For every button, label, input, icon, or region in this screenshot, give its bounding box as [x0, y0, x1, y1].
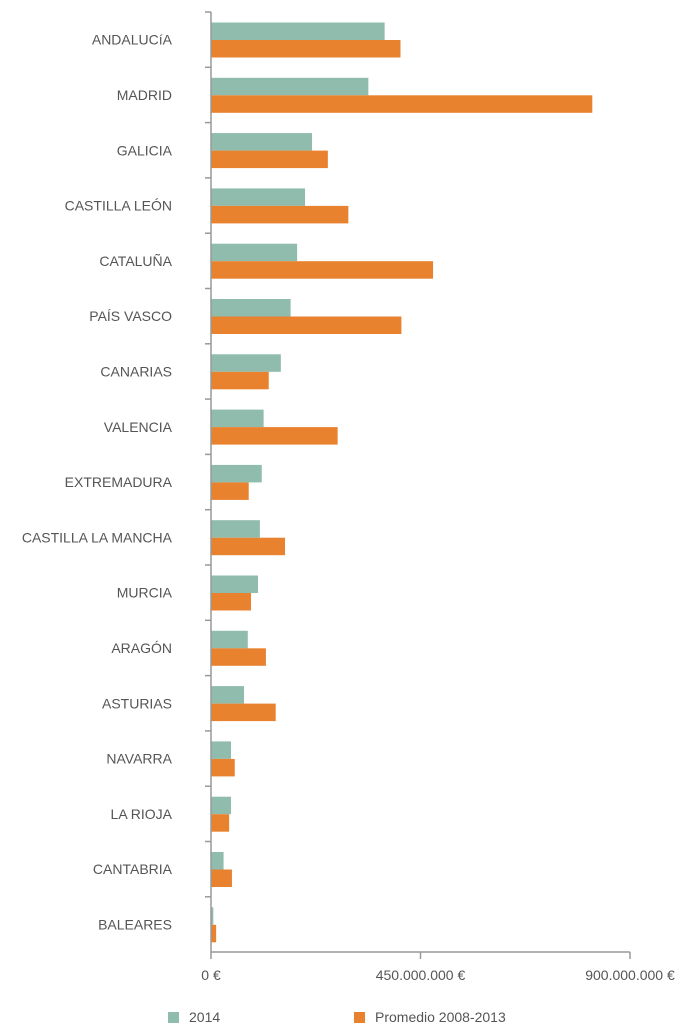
x-axis-ticks: 0 € 450.000.000 € 900.000.000 €	[201, 952, 675, 983]
bar-canarias-2014	[211, 354, 281, 372]
legend-swatch-2014	[168, 1012, 179, 1023]
category-label-pais-vasco: PAÍS VASCO	[89, 308, 172, 324]
bar-galicia-2014	[211, 133, 313, 151]
category-label-canarias: CANARIAS	[100, 363, 172, 379]
legend-label-2014: 2014	[189, 1009, 220, 1025]
category-label-castilla-leon: CASTILLA LEÓN	[65, 198, 172, 214]
bar-baleares-2014	[211, 907, 214, 925]
x-tick-label-900000000: 900.000.000 €	[585, 967, 675, 983]
legend-label-promedio-2008-2013: Promedio 2008-2013	[375, 1009, 506, 1025]
bar-madrid-promedio-2008-2013	[211, 95, 593, 113]
bar-valencia-promedio-2008-2013	[211, 427, 338, 445]
category-label-castilla-la-mancha: CASTILLA LA MANCHA	[22, 529, 173, 545]
category-label-galicia: GALICIA	[117, 142, 173, 158]
bar-castilla-leon-promedio-2008-2013	[211, 205, 349, 224]
category-label-cataluna: CATALUÑA	[99, 253, 172, 269]
bar-murcia-promedio-2008-2013	[211, 593, 252, 611]
bar-andalucia-promedio-2008-2013	[211, 40, 401, 58]
category-label-murcia: MURCIA	[117, 585, 173, 601]
category-label-madrid: MADRID	[117, 87, 172, 103]
bar-cantabria-2014	[211, 852, 224, 870]
x-tick-label-450000000: 450.000.000 €	[376, 967, 466, 983]
bar-baleares-promedio-2008-2013	[211, 924, 217, 943]
category-label-aragon: ARAGÓN	[111, 640, 172, 656]
bar-cataluna-2014	[211, 243, 298, 262]
bar-asturias-2014	[211, 686, 245, 704]
bar-la-rioja-promedio-2008-2013	[211, 814, 230, 832]
category-label-baleares: BALEARES	[98, 916, 172, 932]
bar-extremadura-2014	[211, 464, 262, 483]
bar-castilla-la-mancha-promedio-2008-2013	[211, 537, 286, 556]
category-label-valencia: VALENCIA	[104, 419, 173, 435]
category-label-extremadura: EXTREMADURA	[65, 474, 173, 490]
bar-aragon-2014	[211, 630, 248, 649]
category-labels: ANDALUCíA MADRID GALICIA CASTILLA LEÓN CATAL…	[22, 32, 173, 933]
bar-navarra-promedio-2008-2013	[211, 758, 235, 777]
legend: 2014 Promedio 2008-2013	[168, 1009, 506, 1025]
bar-la-rioja-2014	[211, 796, 232, 815]
category-label-cantabria: CANTABRIA	[93, 861, 173, 877]
bars-group	[211, 22, 593, 943]
bar-madrid-2014	[211, 77, 369, 96]
bar-cataluna-promedio-2008-2013	[211, 261, 434, 279]
bar-navarra-2014	[211, 741, 232, 759]
bar-galicia-promedio-2008-2013	[211, 150, 328, 169]
bar-pais-vasco-2014	[211, 299, 291, 317]
x-tick-label-0: 0 €	[201, 967, 221, 983]
category-label-navarra: NAVARRA	[106, 751, 172, 767]
bar-asturias-promedio-2008-2013	[211, 703, 276, 722]
bar-murcia-2014	[211, 575, 259, 593]
bar-andalucia-2014	[211, 22, 385, 40]
bar-cantabria-promedio-2008-2013	[211, 869, 232, 887]
bar-aragon-promedio-2008-2013	[211, 648, 266, 666]
category-label-la-rioja: LA RIOJA	[111, 806, 173, 822]
legend-swatch-promedio-2008-2013	[354, 1012, 365, 1023]
bar-extremadura-promedio-2008-2013	[211, 482, 249, 500]
bar-canarias-promedio-2008-2013	[211, 371, 269, 390]
bar-castilla-la-mancha-2014	[211, 520, 260, 538]
category-label-andalucia: ANDALUCíA	[92, 32, 173, 48]
bar-valencia-2014	[211, 409, 264, 428]
bar-castilla-leon-2014	[211, 188, 306, 206]
bar-pais-vasco-promedio-2008-2013	[211, 316, 402, 334]
category-label-asturias: ASTURIAS	[102, 695, 172, 711]
